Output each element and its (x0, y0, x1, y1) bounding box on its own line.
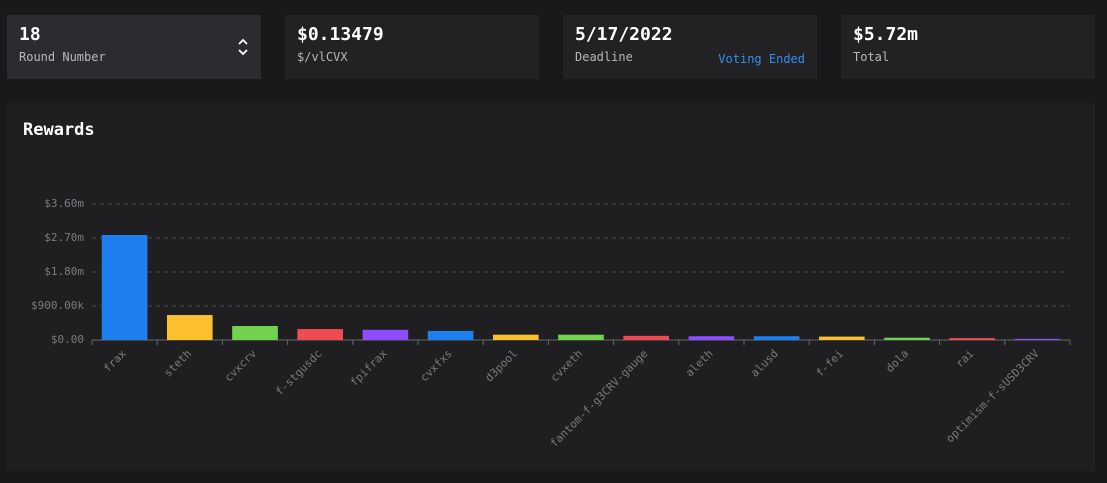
x-tick-label: fpifrax (348, 347, 390, 389)
bar (949, 338, 996, 340)
card-label: $/vlCVX (297, 50, 348, 64)
bar (101, 234, 148, 340)
rewards-panel: Rewards $0.00 $900.00k $1.80m $2.70m $3.60m f… (7, 103, 1095, 471)
round-selector[interactable]: 18 Round Number (7, 15, 261, 79)
card-value: 18 (19, 24, 41, 45)
x-tick-label: dola (883, 347, 911, 375)
total-card: $5.72m Total (841, 15, 1095, 79)
y-tick-label: $1.80m (44, 265, 84, 278)
bar (558, 334, 604, 340)
x-tick-label: cvxcrv (222, 347, 260, 385)
x-tick-label: f-stgusdc (273, 347, 324, 398)
bar (884, 337, 930, 340)
card-label: Round Number (19, 50, 106, 64)
x-tick-label: aleth (683, 347, 716, 380)
x-tick-label: alusd (748, 347, 781, 380)
bar (818, 336, 865, 340)
bar (166, 315, 213, 340)
card-value: $5.72m (853, 24, 919, 45)
x-tick-label: rai (953, 347, 976, 370)
bar (1014, 338, 1061, 340)
x-tick-label: d3pool (483, 347, 520, 384)
bar (427, 330, 474, 340)
y-tick-label: $900.00k (31, 299, 84, 312)
price-card: $0.13479 $/vlCVX (285, 15, 539, 79)
bar (362, 329, 409, 340)
x-tick-label: frax (101, 347, 129, 375)
bar (623, 335, 670, 340)
bar (297, 329, 344, 340)
y-tick-label: $0.00 (51, 333, 84, 346)
card-value: $0.13479 (297, 24, 384, 45)
x-tick-label: f-fei (813, 347, 846, 380)
card-label: Total (853, 50, 890, 64)
chart-title: Rewards (23, 120, 95, 140)
bar (232, 326, 278, 340)
y-tick-label: $3.60m (44, 197, 84, 210)
card-label: Deadline (575, 50, 633, 64)
x-tick-label: cvxfxs (418, 347, 455, 384)
y-tick-label: $2.70m (44, 231, 84, 244)
bar (688, 336, 735, 340)
card-status: Voting Ended (718, 52, 805, 66)
x-tick-label: steth (161, 347, 194, 380)
deadline-card: 5/17/2022 Deadline Voting Ended (563, 15, 817, 79)
card-value: 5/17/2022 (575, 24, 673, 45)
chart: $0.00 $900.00k $1.80m $2.70m $3.60m frax steth… (31, 197, 1071, 450)
chevron-icon (238, 38, 248, 56)
bar (753, 336, 800, 340)
x-tick-label: cvxeth (548, 347, 585, 384)
bar (492, 334, 539, 340)
